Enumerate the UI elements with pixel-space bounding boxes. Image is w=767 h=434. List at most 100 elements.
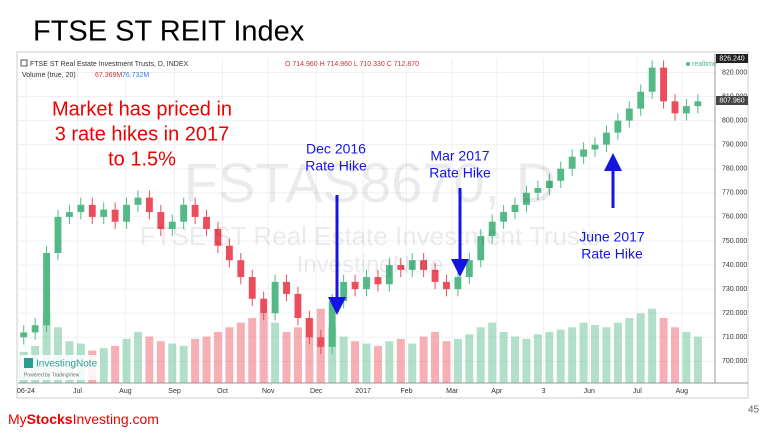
footer-part: Investing.com — [73, 411, 159, 427]
candle-body — [340, 281, 348, 302]
candle-body — [374, 277, 382, 285]
x-tick-label: 2017 — [355, 388, 371, 395]
candle-body — [648, 67, 656, 92]
annotation-text: Rate Hike — [581, 246, 643, 262]
volume-bar — [328, 327, 337, 383]
annotation-dec: Dec 2016 Rate Hike — [305, 141, 367, 315]
candle-body — [580, 149, 588, 157]
candle-body — [671, 101, 679, 114]
logo-name: InvestingNote — [36, 359, 98, 370]
y-tick-label: 820.000 — [722, 69, 747, 76]
candle-body — [214, 228, 222, 246]
y-tick-label: 780.000 — [722, 166, 747, 173]
watermark-symbol: FSTAS8670, D — [184, 151, 556, 214]
candle-body — [271, 281, 279, 314]
last-price-tag — [716, 96, 748, 105]
footer-part: Stocks — [27, 411, 73, 427]
realtime: realtime — [692, 61, 717, 68]
annotation-text: June 2017 — [579, 229, 645, 245]
candle-body — [523, 192, 530, 205]
y-tick-label: 790.000 — [722, 142, 747, 149]
y-tick-label: 720.000 — [722, 310, 747, 317]
x-tick-label: Apr — [491, 388, 503, 395]
x-tick-label: Nov — [262, 388, 275, 395]
volume-bar — [613, 322, 622, 383]
volume-bar — [648, 308, 657, 383]
volume-bar — [122, 338, 131, 383]
logo-box — [20, 355, 100, 380]
page-number: 45 — [748, 405, 760, 416]
candle-body — [260, 298, 268, 314]
volume-bar — [271, 322, 280, 383]
volume-bar — [545, 331, 554, 383]
candle-body — [328, 301, 336, 347]
candle-body — [500, 212, 508, 222]
volume-bar — [579, 322, 588, 383]
volume-bar — [42, 313, 51, 383]
volume-label: Volume (true, 20) — [22, 72, 76, 79]
candle-body — [637, 91, 645, 109]
volume-bar — [693, 336, 702, 383]
candle-body — [614, 120, 622, 133]
candle-body — [145, 197, 153, 213]
volume-bar — [362, 343, 371, 383]
volume-bar — [671, 327, 680, 383]
candle-body — [294, 293, 302, 318]
volume-bar — [636, 313, 645, 383]
candle-body — [408, 260, 416, 270]
footer-part: My — [8, 411, 27, 427]
volume-bar — [168, 343, 177, 383]
candle-body — [694, 101, 702, 107]
candle-body — [454, 277, 462, 290]
candle-body — [20, 332, 28, 338]
volume-bar — [419, 336, 428, 383]
candle-body — [351, 281, 359, 290]
x-tick-label: Dec — [310, 388, 323, 395]
volume-bar — [522, 338, 531, 383]
candle-body — [123, 204, 130, 222]
volume-bar — [659, 318, 668, 383]
candle-body — [660, 67, 668, 102]
candle-body — [54, 216, 62, 253]
logo-icon — [24, 358, 33, 368]
y-tick-label: 760.000 — [722, 214, 747, 221]
candle-body — [431, 269, 439, 282]
volume-bar — [568, 327, 577, 383]
x-tick-label: Jun — [584, 388, 595, 395]
volume-bar — [442, 341, 451, 383]
logo: InvestingNote Powered by TradingView — [20, 355, 100, 380]
volume-bar — [259, 313, 268, 383]
candle-body — [317, 337, 325, 347]
candle-body — [488, 221, 496, 237]
checkbox — [20, 59, 28, 67]
volume-bar — [213, 331, 222, 383]
watermark-name: FTSE ST Real Estate Investment Trusts — [140, 221, 600, 251]
annotation-market: Market has priced in 3 rate hikes in 201… — [52, 98, 232, 170]
volume-bar — [533, 334, 542, 383]
annotation-text: Dec 2016 — [306, 141, 366, 157]
x-tick-label: Aug — [676, 388, 689, 395]
volume-bar — [476, 327, 485, 383]
candle-body — [237, 260, 245, 278]
watermark: FSTAS8670, D FTSE ST Real Estate Investm… — [140, 151, 600, 279]
annotation-text: 3 rate hikes in 2017 — [55, 123, 230, 145]
volume-bar — [602, 327, 611, 383]
volume-bar — [179, 345, 188, 383]
candle-body — [420, 260, 428, 270]
volume-bar — [499, 331, 508, 383]
candle-body — [397, 265, 405, 270]
y-tick-label: 800.000 — [722, 117, 747, 124]
y-tick-label: 740.000 — [722, 262, 747, 269]
annotation-text: to 1.5% — [108, 148, 176, 170]
candle-body — [88, 204, 96, 217]
volume-bar — [351, 341, 360, 383]
top-price-tag — [716, 54, 748, 63]
candle-body — [248, 277, 256, 299]
volume-bar — [625, 318, 634, 383]
y-tick-label: 710.000 — [722, 334, 747, 341]
x-tick-label: Feb — [400, 388, 412, 395]
candle-body — [43, 253, 50, 326]
ohlc: O 714.960 H 714.960 L 710.330 C 712.870 — [285, 61, 419, 68]
annotation-text: Mar 2017 — [430, 148, 489, 164]
